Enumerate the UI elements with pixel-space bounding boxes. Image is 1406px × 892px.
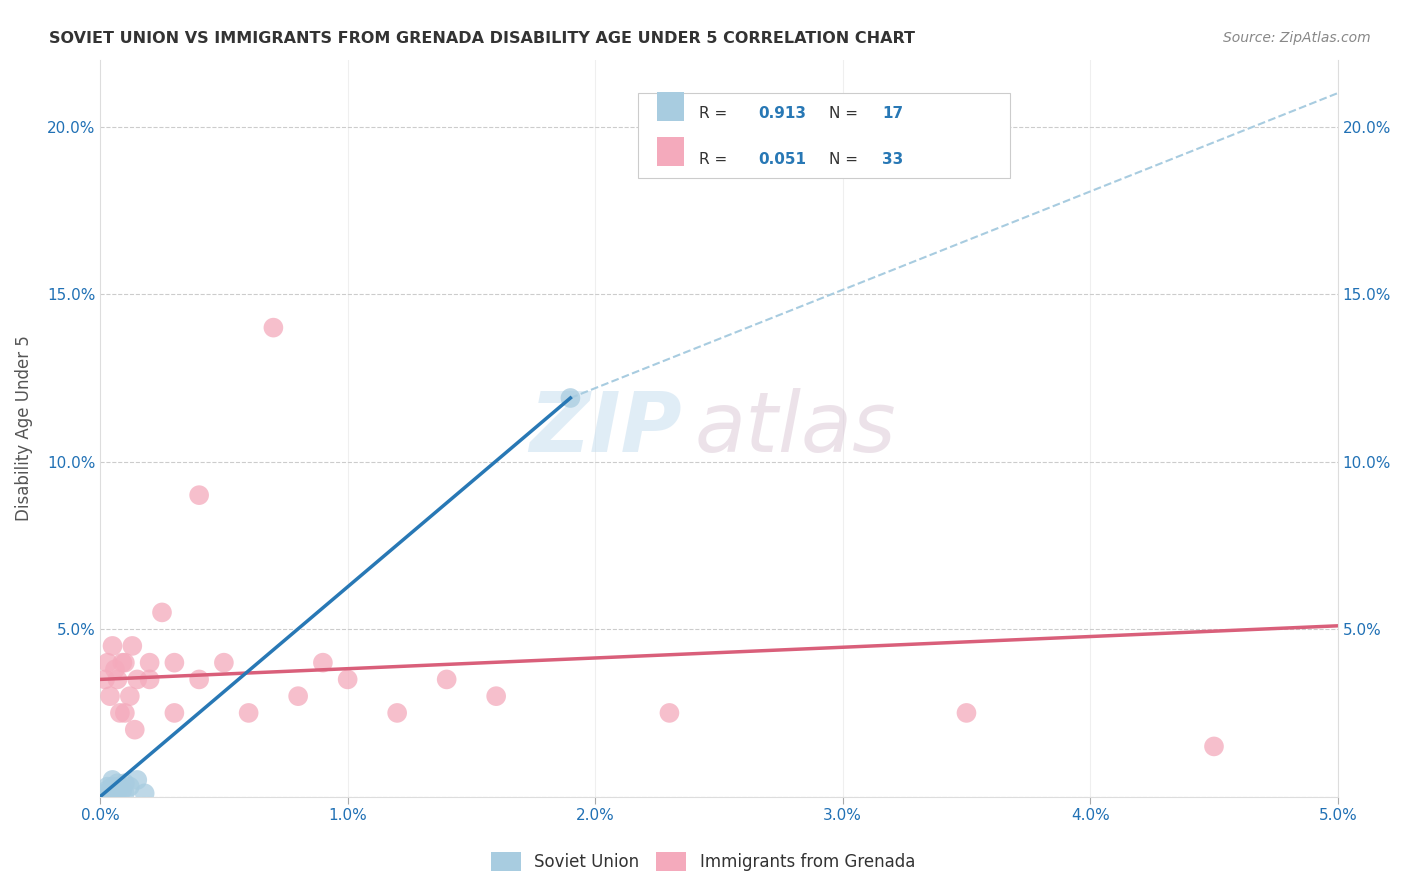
Point xyxy=(107,776,129,790)
Text: SOVIET UNION VS IMMIGRANTS FROM GRENADA DISABILITY AGE UNDER 5 CORRELATION CHART: SOVIET UNION VS IMMIGRANTS FROM GRENADA … xyxy=(49,31,915,46)
Text: N =: N = xyxy=(830,106,863,121)
Point xyxy=(96,780,118,794)
Point xyxy=(150,606,173,620)
Point xyxy=(114,786,136,800)
Point xyxy=(238,706,260,720)
FancyBboxPatch shape xyxy=(657,92,685,120)
Point xyxy=(121,639,143,653)
Point xyxy=(98,689,121,703)
Point xyxy=(118,689,141,703)
Text: ZIP: ZIP xyxy=(529,388,682,468)
Text: R =: R = xyxy=(699,106,733,121)
Text: Source: ZipAtlas.com: Source: ZipAtlas.com xyxy=(1223,31,1371,45)
Point xyxy=(1202,739,1225,754)
Point xyxy=(107,673,129,687)
Text: N =: N = xyxy=(830,152,863,167)
Point xyxy=(188,488,211,502)
Text: atlas: atlas xyxy=(695,388,896,468)
Point xyxy=(385,706,408,720)
Point xyxy=(118,780,141,794)
Point xyxy=(104,662,127,676)
Point xyxy=(127,772,149,787)
Point xyxy=(114,776,136,790)
Point xyxy=(560,391,582,405)
Point xyxy=(312,656,335,670)
Point xyxy=(101,639,124,653)
Point xyxy=(658,706,681,720)
Point xyxy=(107,786,129,800)
Point xyxy=(163,706,186,720)
Point xyxy=(436,673,458,687)
FancyBboxPatch shape xyxy=(657,137,685,167)
Point xyxy=(114,656,136,670)
Point xyxy=(108,706,131,720)
Text: R =: R = xyxy=(699,152,733,167)
Point xyxy=(485,689,508,703)
Point xyxy=(94,786,117,800)
Point xyxy=(101,780,124,794)
Point xyxy=(98,786,121,800)
Point xyxy=(127,673,149,687)
Point xyxy=(96,783,118,797)
Point xyxy=(114,706,136,720)
Text: 0.051: 0.051 xyxy=(759,152,807,167)
Point xyxy=(336,673,359,687)
Point xyxy=(163,656,186,670)
Point xyxy=(138,656,160,670)
Text: 0.913: 0.913 xyxy=(759,106,807,121)
Y-axis label: Disability Age Under 5: Disability Age Under 5 xyxy=(15,335,32,521)
Point xyxy=(101,772,124,787)
Point xyxy=(124,723,146,737)
Point xyxy=(262,320,284,334)
Point xyxy=(955,706,977,720)
Point xyxy=(138,673,160,687)
Point xyxy=(188,673,211,687)
Point xyxy=(96,656,118,670)
Point xyxy=(212,656,235,670)
Point xyxy=(134,786,156,800)
Text: 33: 33 xyxy=(883,152,904,167)
Point xyxy=(111,656,134,670)
Point xyxy=(287,689,309,703)
Point xyxy=(94,673,117,687)
FancyBboxPatch shape xyxy=(638,93,1010,178)
Point xyxy=(108,780,131,794)
Text: 17: 17 xyxy=(883,106,904,121)
Point xyxy=(111,783,134,797)
Legend: Soviet Union, Immigrants from Grenada: Soviet Union, Immigrants from Grenada xyxy=(482,843,924,880)
Point xyxy=(104,783,127,797)
